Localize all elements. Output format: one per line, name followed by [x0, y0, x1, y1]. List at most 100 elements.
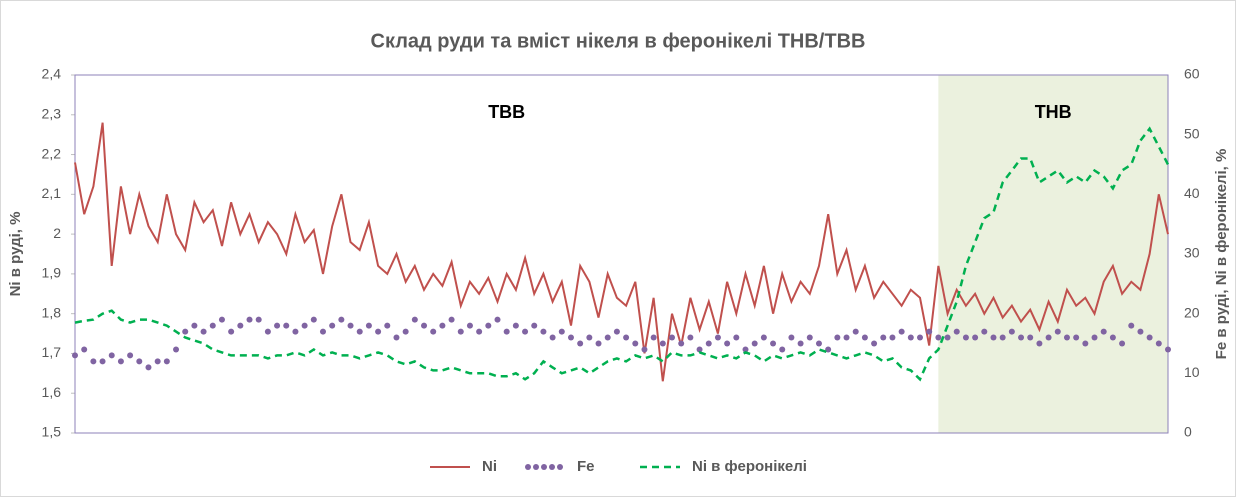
- series-line: [74, 122, 1169, 382]
- legend-swatch: [541, 464, 547, 470]
- y-tick-label: 2,4: [42, 66, 62, 82]
- fe-dot: [1155, 340, 1162, 347]
- fe-dot: [1137, 328, 1144, 335]
- fe-dot: [136, 358, 143, 365]
- legend-swatch: [525, 464, 531, 470]
- y-tick-label: 2,2: [42, 145, 62, 161]
- fe-dot: [972, 334, 979, 341]
- y2-tick-label: 30: [1184, 245, 1200, 261]
- fe-dot: [1082, 340, 1089, 347]
- fe-dot: [218, 316, 225, 323]
- legend-label: Ni: [482, 458, 497, 475]
- fe-dot: [1100, 328, 1107, 335]
- fe-dot: [264, 328, 271, 335]
- legend-label: Fe: [577, 458, 595, 475]
- fe-dot: [1119, 340, 1126, 347]
- fe-dot: [439, 322, 446, 329]
- fe-dot: [145, 364, 152, 371]
- fe-dot: [494, 316, 501, 323]
- fe-dot: [962, 334, 969, 341]
- y2-tick-label: 40: [1184, 185, 1200, 201]
- legend-swatch: [549, 464, 555, 470]
- fe-dot: [705, 340, 712, 347]
- fe-dot: [421, 322, 428, 329]
- fe-dot: [760, 334, 767, 341]
- fe-dot: [981, 328, 988, 335]
- fe-dot: [714, 334, 721, 341]
- fe-dot: [871, 340, 878, 347]
- fe-dot: [834, 334, 841, 341]
- y-tick-label: 1,7: [42, 344, 62, 360]
- fe-dot: [1128, 322, 1135, 329]
- y2-tick-label: 60: [1184, 66, 1200, 82]
- fe-dot: [1054, 328, 1061, 335]
- fe-dot: [907, 334, 914, 341]
- fe-dot: [1165, 346, 1171, 353]
- fe-dot: [301, 322, 308, 329]
- fe-dot: [659, 340, 666, 347]
- region-shade: [938, 75, 1168, 433]
- fe-dot: [375, 328, 382, 335]
- y-tick-label: 1,9: [42, 265, 62, 281]
- y-tick-label: 1,5: [42, 424, 62, 440]
- fe-dot: [411, 316, 418, 323]
- fe-dot: [604, 334, 611, 341]
- fe-dot: [512, 322, 519, 329]
- fe-dot: [430, 328, 437, 335]
- fe-dot: [788, 334, 795, 341]
- fe-dot: [274, 322, 281, 329]
- fe-dot: [1109, 334, 1116, 341]
- fe-dot: [255, 316, 262, 323]
- fe-dot: [283, 322, 290, 329]
- fe-dot: [1018, 334, 1025, 341]
- fe-dot: [163, 358, 170, 365]
- fe-dot: [1073, 334, 1080, 341]
- fe-dot: [724, 340, 731, 347]
- y2-tick-label: 20: [1184, 304, 1200, 320]
- fe-dot: [770, 340, 777, 347]
- fe-dot: [577, 340, 584, 347]
- fe-dot: [310, 316, 317, 323]
- plot-border: [74, 74, 1169, 434]
- fe-dot: [861, 334, 868, 341]
- fe-dot: [623, 334, 630, 341]
- fe-dot: [558, 328, 565, 335]
- fe-dot: [347, 322, 354, 329]
- fe-dot: [365, 322, 372, 329]
- fe-dot: [338, 316, 345, 323]
- fe-dot: [751, 340, 758, 347]
- fe-dot: [72, 352, 78, 359]
- fe-dot: [246, 316, 253, 323]
- fe-dot: [384, 322, 391, 329]
- fe-dot: [393, 334, 400, 341]
- series-line: [74, 126, 1170, 382]
- fe-dot: [797, 340, 804, 347]
- fe-dot: [127, 352, 134, 359]
- fe-dot: [944, 334, 951, 341]
- fe-dot: [1045, 334, 1052, 341]
- fe-dot: [228, 328, 235, 335]
- fe-dot: [898, 328, 905, 335]
- fe-dot: [742, 346, 749, 353]
- fe-dot: [917, 334, 924, 341]
- fe-dot: [476, 328, 483, 335]
- fe-dot: [292, 328, 299, 335]
- y-tick-label: 1,8: [42, 304, 62, 320]
- fe-dot: [329, 322, 336, 329]
- y-tick-label: 2,3: [42, 105, 62, 121]
- fe-dot: [108, 352, 115, 359]
- fe-dot: [237, 322, 244, 329]
- region-label: ТВВ: [488, 102, 525, 122]
- fe-dot: [466, 322, 473, 329]
- fe-dot: [1063, 334, 1070, 341]
- fe-dot: [889, 334, 896, 341]
- y2-tick-label: 0: [1184, 424, 1192, 440]
- fe-dot: [678, 340, 685, 347]
- fe-dot: [880, 334, 887, 341]
- fe-dot: [999, 334, 1006, 341]
- fe-dot: [200, 328, 207, 335]
- fe-dot: [99, 358, 106, 365]
- fe-dot: [448, 316, 455, 323]
- legend-label: Ni в феронікелі: [692, 458, 807, 475]
